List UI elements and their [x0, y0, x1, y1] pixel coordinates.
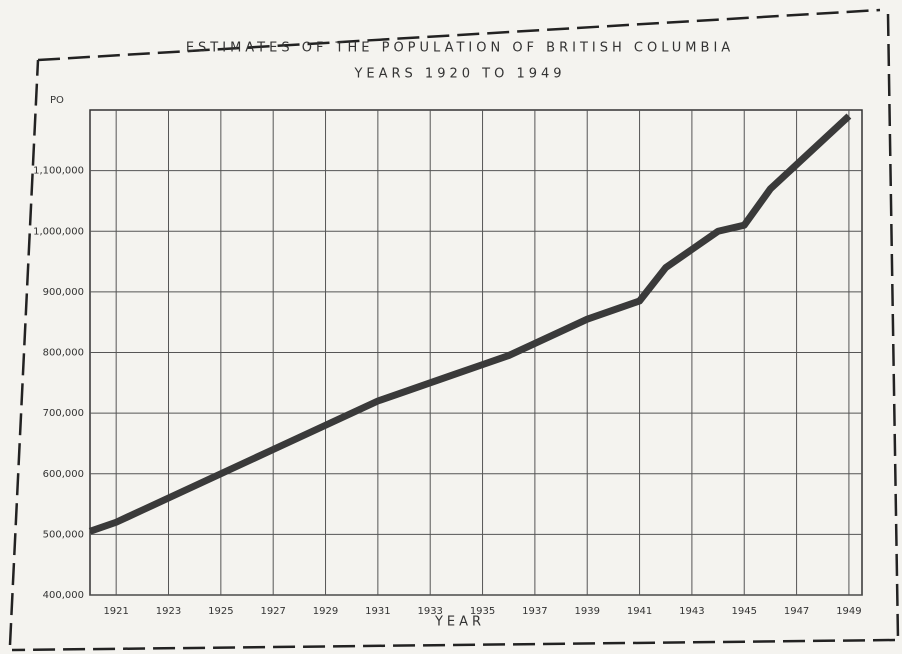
background: [0, 0, 902, 654]
y-axis-label: PO: [50, 95, 64, 106]
y-tick-label: 900,000: [43, 287, 84, 298]
chart-title: ESTIMATES OF THE POPULATION OF BRITISH C…: [186, 41, 734, 56]
y-tick-label: 700,000: [43, 408, 84, 419]
y-tick-label: 600,000: [43, 469, 84, 480]
x-tick-label: 1925: [208, 606, 233, 617]
chart-subtitle: YEARS 1920 TO 1949: [353, 67, 565, 82]
y-tick-label: 1,000,000: [33, 226, 84, 237]
y-tick-label: 400,000: [43, 590, 84, 601]
y-tick-label: 500,000: [43, 529, 84, 540]
x-tick-label: 1939: [574, 606, 599, 617]
x-tick-label: 1935: [470, 606, 495, 617]
x-tick-label: 1923: [156, 606, 181, 617]
y-tick-label: 800,000: [43, 348, 84, 359]
x-tick-label: 1943: [679, 606, 704, 617]
x-tick-label: 1937: [522, 606, 547, 617]
x-tick-label: 1929: [313, 606, 338, 617]
x-tick-label: 1941: [627, 606, 652, 617]
chart: ESTIMATES OF THE POPULATION OF BRITISH C…: [0, 0, 902, 654]
x-tick-label: 1921: [103, 606, 128, 617]
x-tick-label: 1947: [784, 606, 809, 617]
x-tick-label: 1931: [365, 606, 390, 617]
x-tick-label: 1933: [417, 606, 442, 617]
x-tick-label: 1927: [260, 606, 285, 617]
x-tick-label: 1949: [836, 606, 861, 617]
x-tick-label: 1945: [732, 606, 757, 617]
y-tick-label: 1,100,000: [33, 166, 84, 177]
